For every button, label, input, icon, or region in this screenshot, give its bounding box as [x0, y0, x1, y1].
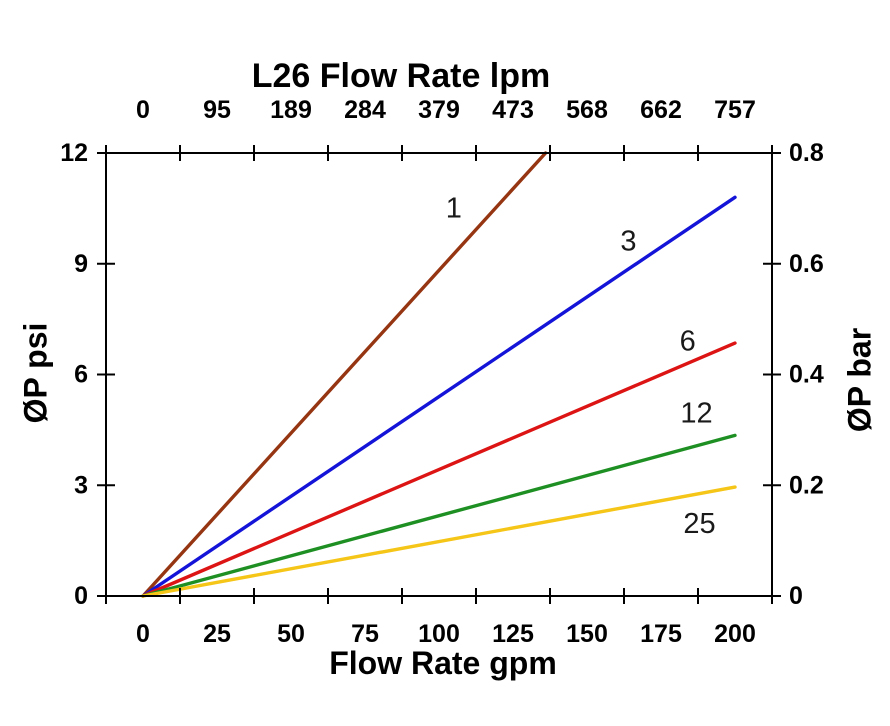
x-tick-label-top: 189	[270, 96, 312, 124]
series-line-3	[141, 195, 737, 598]
x-tick-label-top: 757	[714, 96, 756, 124]
y-tick-label-right: 0.2	[789, 471, 824, 499]
y-tick-label-right: 0.6	[789, 250, 824, 278]
series-line-25	[141, 485, 737, 598]
x-tick-label-top: 0	[136, 96, 150, 124]
x-tick-label-bottom: 125	[492, 620, 534, 648]
x-tick-label-bottom: 200	[714, 620, 756, 648]
series-line-12	[141, 433, 737, 598]
y-tick-label-right: 0.4	[789, 361, 824, 389]
y-tick-label-right: 0	[789, 582, 803, 610]
y-tick-label-left: 9	[74, 250, 88, 278]
x-tick-label-top: 284	[344, 96, 386, 124]
x-tick-label-bottom: 150	[566, 620, 608, 648]
y-tick-label-left: 3	[74, 471, 88, 499]
y-tick-label-left: 0	[74, 582, 88, 610]
x-tick-label-top: 379	[418, 96, 460, 124]
x-tick-label-bottom: 50	[277, 620, 305, 648]
y-tick-label-left: 12	[60, 139, 88, 167]
right-axis-title: ØP bar	[841, 327, 878, 433]
left-axis-title: ØP psi	[17, 322, 54, 424]
x-tick-label-bottom: 175	[640, 620, 682, 648]
bottom-axis-title: Flow Rate gpm	[329, 645, 557, 681]
series-line-6	[141, 341, 737, 598]
x-tick-label-top: 473	[492, 96, 534, 124]
y-tick-label-left: 6	[74, 361, 88, 389]
series-label-12: 12	[680, 397, 712, 429]
series-label-1: 1	[446, 192, 462, 224]
x-tick-label-top: 95	[203, 96, 231, 124]
x-tick-label-bottom: 0	[136, 620, 150, 648]
x-tick-label-top: 568	[566, 96, 608, 124]
series-label-6: 6	[680, 325, 696, 357]
series-label-25: 25	[683, 508, 715, 540]
plot-frame	[105, 152, 773, 597]
x-tick-label-bottom: 100	[418, 620, 460, 648]
series-label-3: 3	[620, 226, 636, 258]
y-tick-label-right: 0.8	[789, 139, 824, 167]
x-tick-label-top: 662	[640, 96, 682, 124]
top-axis-title: L26 Flow Rate lpm	[251, 57, 551, 95]
series-line-1	[141, 151, 548, 598]
x-tick-label-bottom: 75	[351, 620, 379, 648]
x-tick-label-bottom: 25	[203, 620, 231, 648]
